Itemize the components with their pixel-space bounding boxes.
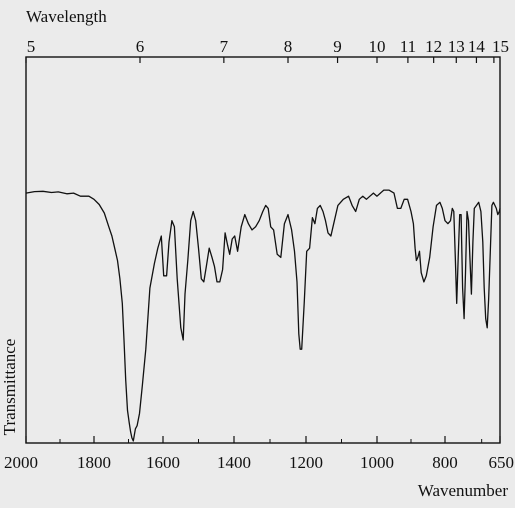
top-tick-label: 11 [400, 37, 416, 56]
top-axis-label: Wavelength [26, 7, 107, 26]
bottom-axis-ticks: 2000 1800 1600 1400 1200 1000 800 650 [4, 436, 514, 472]
bottom-tick-label: 1400 [217, 453, 251, 472]
top-axis-ticks: 5 6 7 8 9 10 11 12 13 14 15 [25, 37, 509, 63]
top-tick-label: 10 [369, 37, 386, 56]
plot-frame [25, 56, 501, 444]
bottom-axis-label: Wavenumber [418, 481, 509, 500]
bottom-tick-label: 1200 [289, 453, 323, 472]
top-tick-label: 12 [425, 37, 442, 56]
top-tick-label: 7 [220, 37, 229, 56]
top-tick-label: 8 [284, 37, 293, 56]
top-tick-label: 14 [468, 37, 486, 56]
bottom-tick-label: 1600 [146, 453, 180, 472]
bottom-tick-label: 1000 [360, 453, 394, 472]
bottom-tick-label: 2000 [4, 453, 38, 472]
y-axis-label: Transmittance [0, 339, 19, 436]
top-tick-label: 9 [333, 37, 342, 56]
bottom-tick-label: 650 [489, 453, 515, 472]
bottom-tick-label: 1800 [77, 453, 111, 472]
top-tick-label: 13 [448, 37, 465, 56]
top-tick-label: 6 [136, 37, 145, 56]
top-tick-label: 15 [492, 37, 509, 56]
bottom-tick-label: 800 [432, 453, 458, 472]
top-tick-label: 5 [27, 37, 36, 56]
spectrum-line [25, 189, 501, 442]
